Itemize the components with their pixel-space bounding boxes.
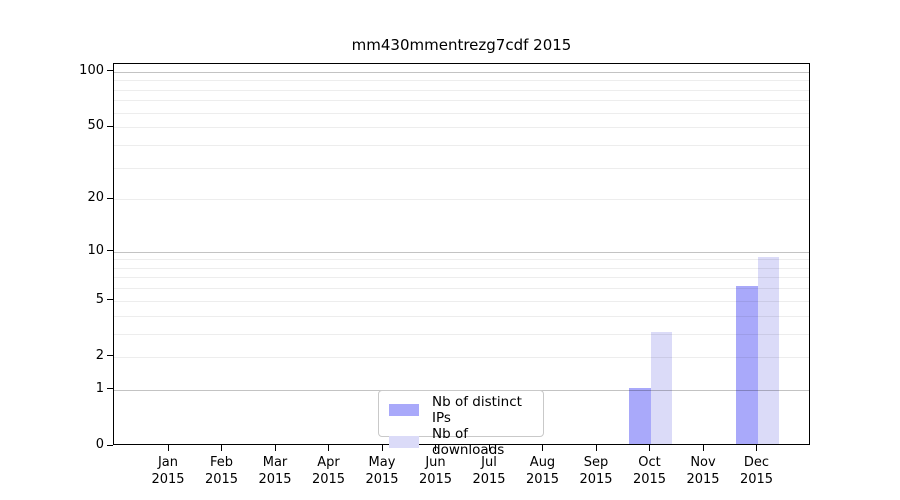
y-axis-tick-1 [107,388,113,390]
chart-title: mm430mmentrezg7cdf 2015 [351,36,572,54]
gridline-minor-2 [114,356,809,358]
y-tick-label-100: 100 [79,62,104,78]
x-tick-label-feb: Feb 2015 [204,455,239,487]
x-tick-label-sep: Sep 2015 [579,455,613,487]
bar-oct-nb-of-downloads [650,331,672,444]
gridline-minor-90 [114,80,809,82]
x-axis-tick-feb [221,445,222,451]
legend: Nb of distinct IPs Nb of downloads [378,390,544,458]
gridline-minor-50 [114,127,809,129]
gridline-minor-20 [114,199,809,201]
gridline-major-10 [114,251,809,253]
gridline-minor-6 [114,288,809,290]
gridline-minor-80 [114,89,809,91]
gridline-minor-30 [114,167,809,169]
legend-label-downloads: Nb of downloads [432,426,505,458]
x-tick-label-may: May 2015 [365,455,399,487]
gridline-minor-5 [114,300,809,302]
y-axis-tick-10 [107,250,113,251]
legend-swatch-distinct-ips [389,404,419,416]
x-tick-label-apr: Apr 2015 [311,455,346,487]
y-tick-label-5: 5 [95,291,104,307]
x-axis-tick-may [381,445,383,451]
x-tick-label-nov: Nov 2015 [686,455,720,487]
gridline-major-100 [114,71,809,73]
gridline-minor-70 [114,100,809,102]
gridline-minor-60 [114,112,809,114]
y-axis-tick-20 [107,197,113,199]
gridline-minor-3 [114,333,809,335]
x-axis-tick-jun [435,445,436,451]
x-axis-tick-aug [542,445,543,451]
x-tick-label-jun: Jun 2015 [418,455,453,487]
x-tick-label-oct: Oct 2015 [632,455,667,487]
x-axis-tick-apr [328,445,329,451]
gridline-minor-40 [114,144,809,146]
legend-entry-distinct-ips: Nb of distinct IPs [389,394,533,426]
legend-entry-downloads: Nb of downloads [389,426,533,458]
y-axis-tick-0 [107,444,113,446]
y-axis-tick-2 [107,355,113,357]
gridline-minor-8 [114,267,809,269]
y-axis-tick-5 [107,299,113,301]
plot-area [113,63,810,445]
legend-swatch-downloads [389,436,419,448]
y-axis-tick-50 [107,125,113,127]
x-axis-tick-nov [702,445,704,451]
y-tick-label-1: 1 [95,380,104,396]
x-axis-tick-jul [488,445,490,451]
bar-oct-nb-of-distinct-ips [629,387,651,444]
legend-label-distinct-ips: Nb of distinct IPs [432,394,522,426]
gridline-minor-9 [114,259,809,261]
y-tick-label-10: 10 [87,242,104,258]
bar-dec-nb-of-distinct-ips [736,286,758,444]
y-tick-label-2: 2 [95,347,104,363]
x-tick-label-dec: Dec 2015 [739,455,774,487]
x-axis-tick-jan [167,445,169,451]
x-axis-tick-dec [756,445,757,451]
bar-dec-nb-of-downloads [757,257,779,444]
x-tick-label-mar: Mar 2015 [258,455,292,487]
gridline-minor-7 [114,277,809,279]
x-axis-tick-mar [274,445,276,451]
x-tick-label-aug: Aug 2015 [525,455,560,487]
y-axis-tick-100 [107,70,113,72]
x-tick-label-jan: Jan 2015 [151,455,185,487]
x-tick-label-jul: Jul 2015 [472,455,506,487]
y-tick-label-50: 50 [87,118,104,134]
y-tick-label-0: 0 [95,437,104,452]
gridline-minor-4 [114,315,809,317]
y-tick-label-20: 20 [87,190,104,206]
x-axis-tick-sep [595,445,597,451]
x-axis-tick-oct [649,445,650,451]
